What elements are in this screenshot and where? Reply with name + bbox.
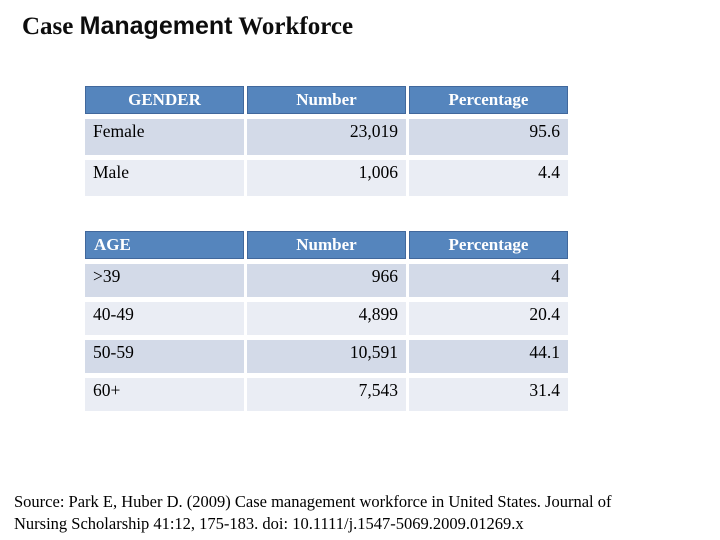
percentage-header-cell: Percentage <box>409 231 568 259</box>
gender-table: GENDER Number Percentage Female 23,019 9… <box>82 81 571 201</box>
number-cell: 10,591 <box>247 340 406 373</box>
gender-table-header-row: GENDER Number Percentage <box>85 86 568 114</box>
source-citation-line2: Nursing Scholarship 41:12, 175-183. doi:… <box>14 514 524 533</box>
number-header-cell: Number <box>247 231 406 259</box>
table-row-female: Female 23,019 95.6 <box>85 119 568 155</box>
row-label-cell: 50-59 <box>85 340 244 373</box>
percentage-cell: 95.6 <box>409 119 568 155</box>
table-row-under39: >39 966 4 <box>85 264 568 297</box>
percentage-cell: 31.4 <box>409 378 568 411</box>
title-part-workforce: Workforce <box>232 13 354 40</box>
age-header-cell: AGE <box>85 231 244 259</box>
row-label-cell: 60+ <box>85 378 244 411</box>
age-table-header-row: AGE Number Percentage <box>85 231 568 259</box>
percentage-cell: 4 <box>409 264 568 297</box>
source-citation: Source: Park E, Huber D. (2009) Case man… <box>14 491 709 535</box>
percentage-header-cell: Percentage <box>409 86 568 114</box>
gender-header-cell: GENDER <box>85 86 244 114</box>
number-header-cell: Number <box>247 86 406 114</box>
title-part-management: Management <box>79 12 233 40</box>
percentage-cell: 4.4 <box>409 160 568 196</box>
number-cell: 1,006 <box>247 160 406 196</box>
source-citation-line1: Source: Park E, Huber D. (2009) Case man… <box>14 492 612 511</box>
table-row-40-49: 40-49 4,899 20.4 <box>85 302 568 335</box>
number-cell: 23,019 <box>247 119 406 155</box>
table-row-50-59: 50-59 10,591 44.1 <box>85 340 568 373</box>
page-title: Case Management Workforce <box>22 12 353 41</box>
number-cell: 4,899 <box>247 302 406 335</box>
number-cell: 966 <box>247 264 406 297</box>
percentage-cell: 20.4 <box>409 302 568 335</box>
age-table: AGE Number Percentage >39 966 4 40-49 4,… <box>82 226 571 416</box>
row-label-cell: 40-49 <box>85 302 244 335</box>
row-label-cell: Female <box>85 119 244 155</box>
number-cell: 7,543 <box>247 378 406 411</box>
title-part-case: Case <box>22 13 80 40</box>
table-row-male: Male 1,006 4.4 <box>85 160 568 196</box>
row-label-cell: >39 <box>85 264 244 297</box>
row-label-cell: Male <box>85 160 244 196</box>
table-row-60plus: 60+ 7,543 31.4 <box>85 378 568 411</box>
percentage-cell: 44.1 <box>409 340 568 373</box>
